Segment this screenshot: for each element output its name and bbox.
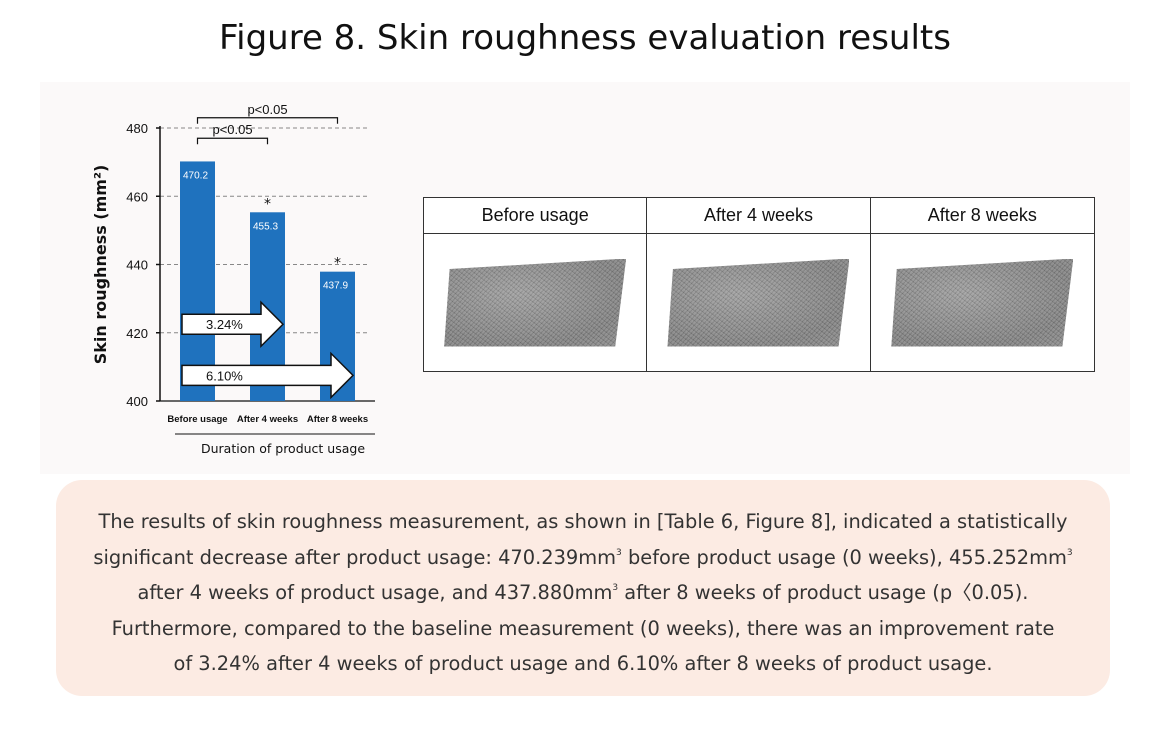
significance-bracket — [196, 117, 339, 124]
improvement-arrow-label: 6.10% — [206, 368, 243, 383]
summary-line-2: significant decrease after product usage… — [93, 545, 1073, 569]
improvement-arrow — [181, 300, 285, 349]
skin-image-cell-8weeks — [871, 234, 1094, 371]
table-header-8weeks: After 8 weeks — [870, 198, 1094, 234]
skin-image-before — [444, 258, 627, 347]
bar-value-label: 455.3 — [253, 221, 278, 232]
summary-line-4: Furthermore, compared to the baseline me… — [111, 616, 1055, 640]
x-axis-label: Duration of product usage — [201, 441, 365, 456]
skin-image-cell-before — [424, 234, 648, 371]
table-header-4weeks: After 4 weeks — [647, 198, 871, 234]
significance-label: p<0.05 — [212, 122, 252, 137]
y-tick-label: 480 — [126, 121, 148, 136]
bar-value-label: 470.2 — [183, 170, 208, 181]
y-tick-label: 420 — [126, 326, 148, 341]
summary-box: The results of skin roughness measuremen… — [56, 480, 1110, 696]
y-tick-label: 400 — [126, 394, 148, 409]
x-tick-label: After 4 weeks — [237, 414, 298, 425]
y-tick-label: 440 — [126, 258, 148, 273]
improvement-arrow-label: 3.24% — [206, 317, 243, 332]
summary-line-1: The results of skin roughness measuremen… — [98, 510, 1068, 533]
x-tick-label: Before usage — [167, 414, 227, 425]
significance-bracket — [196, 137, 269, 145]
bar — [180, 161, 215, 401]
significance-label: p<0.05 — [247, 102, 287, 117]
summary-line-5: of 3.24% after 4 weeks of product usage … — [173, 652, 993, 675]
table-header-before: Before usage — [424, 198, 648, 234]
bar-chart: 400 420 440 460 480 Skin roughness (mm²) Befor… — [91, 102, 375, 456]
skin-image-table: Before usage After 4 weeks After 8 weeks — [423, 197, 1095, 372]
improvement-arrow — [181, 351, 355, 400]
bar-value-label: 437.9 — [323, 281, 348, 292]
skin-image-8weeks — [891, 258, 1074, 347]
skin-image-cell-4weeks — [647, 234, 871, 371]
summary-line-3: after 4 weeks of product usage, and 437.… — [137, 581, 1029, 604]
skin-image-4weeks — [667, 258, 850, 347]
significance-star: * — [334, 256, 341, 272]
x-tick-label: After 8 weeks — [307, 414, 368, 425]
y-tick-label: 460 — [126, 189, 148, 204]
figure-panel: 400 420 440 460 480 Skin roughness (mm²) Befor… — [40, 82, 1130, 474]
figure-title: Figure 8. Skin roughness evaluation resu… — [219, 18, 951, 58]
y-axis-label: Skin roughness (mm²) — [91, 165, 110, 365]
significance-star: * — [264, 196, 271, 212]
